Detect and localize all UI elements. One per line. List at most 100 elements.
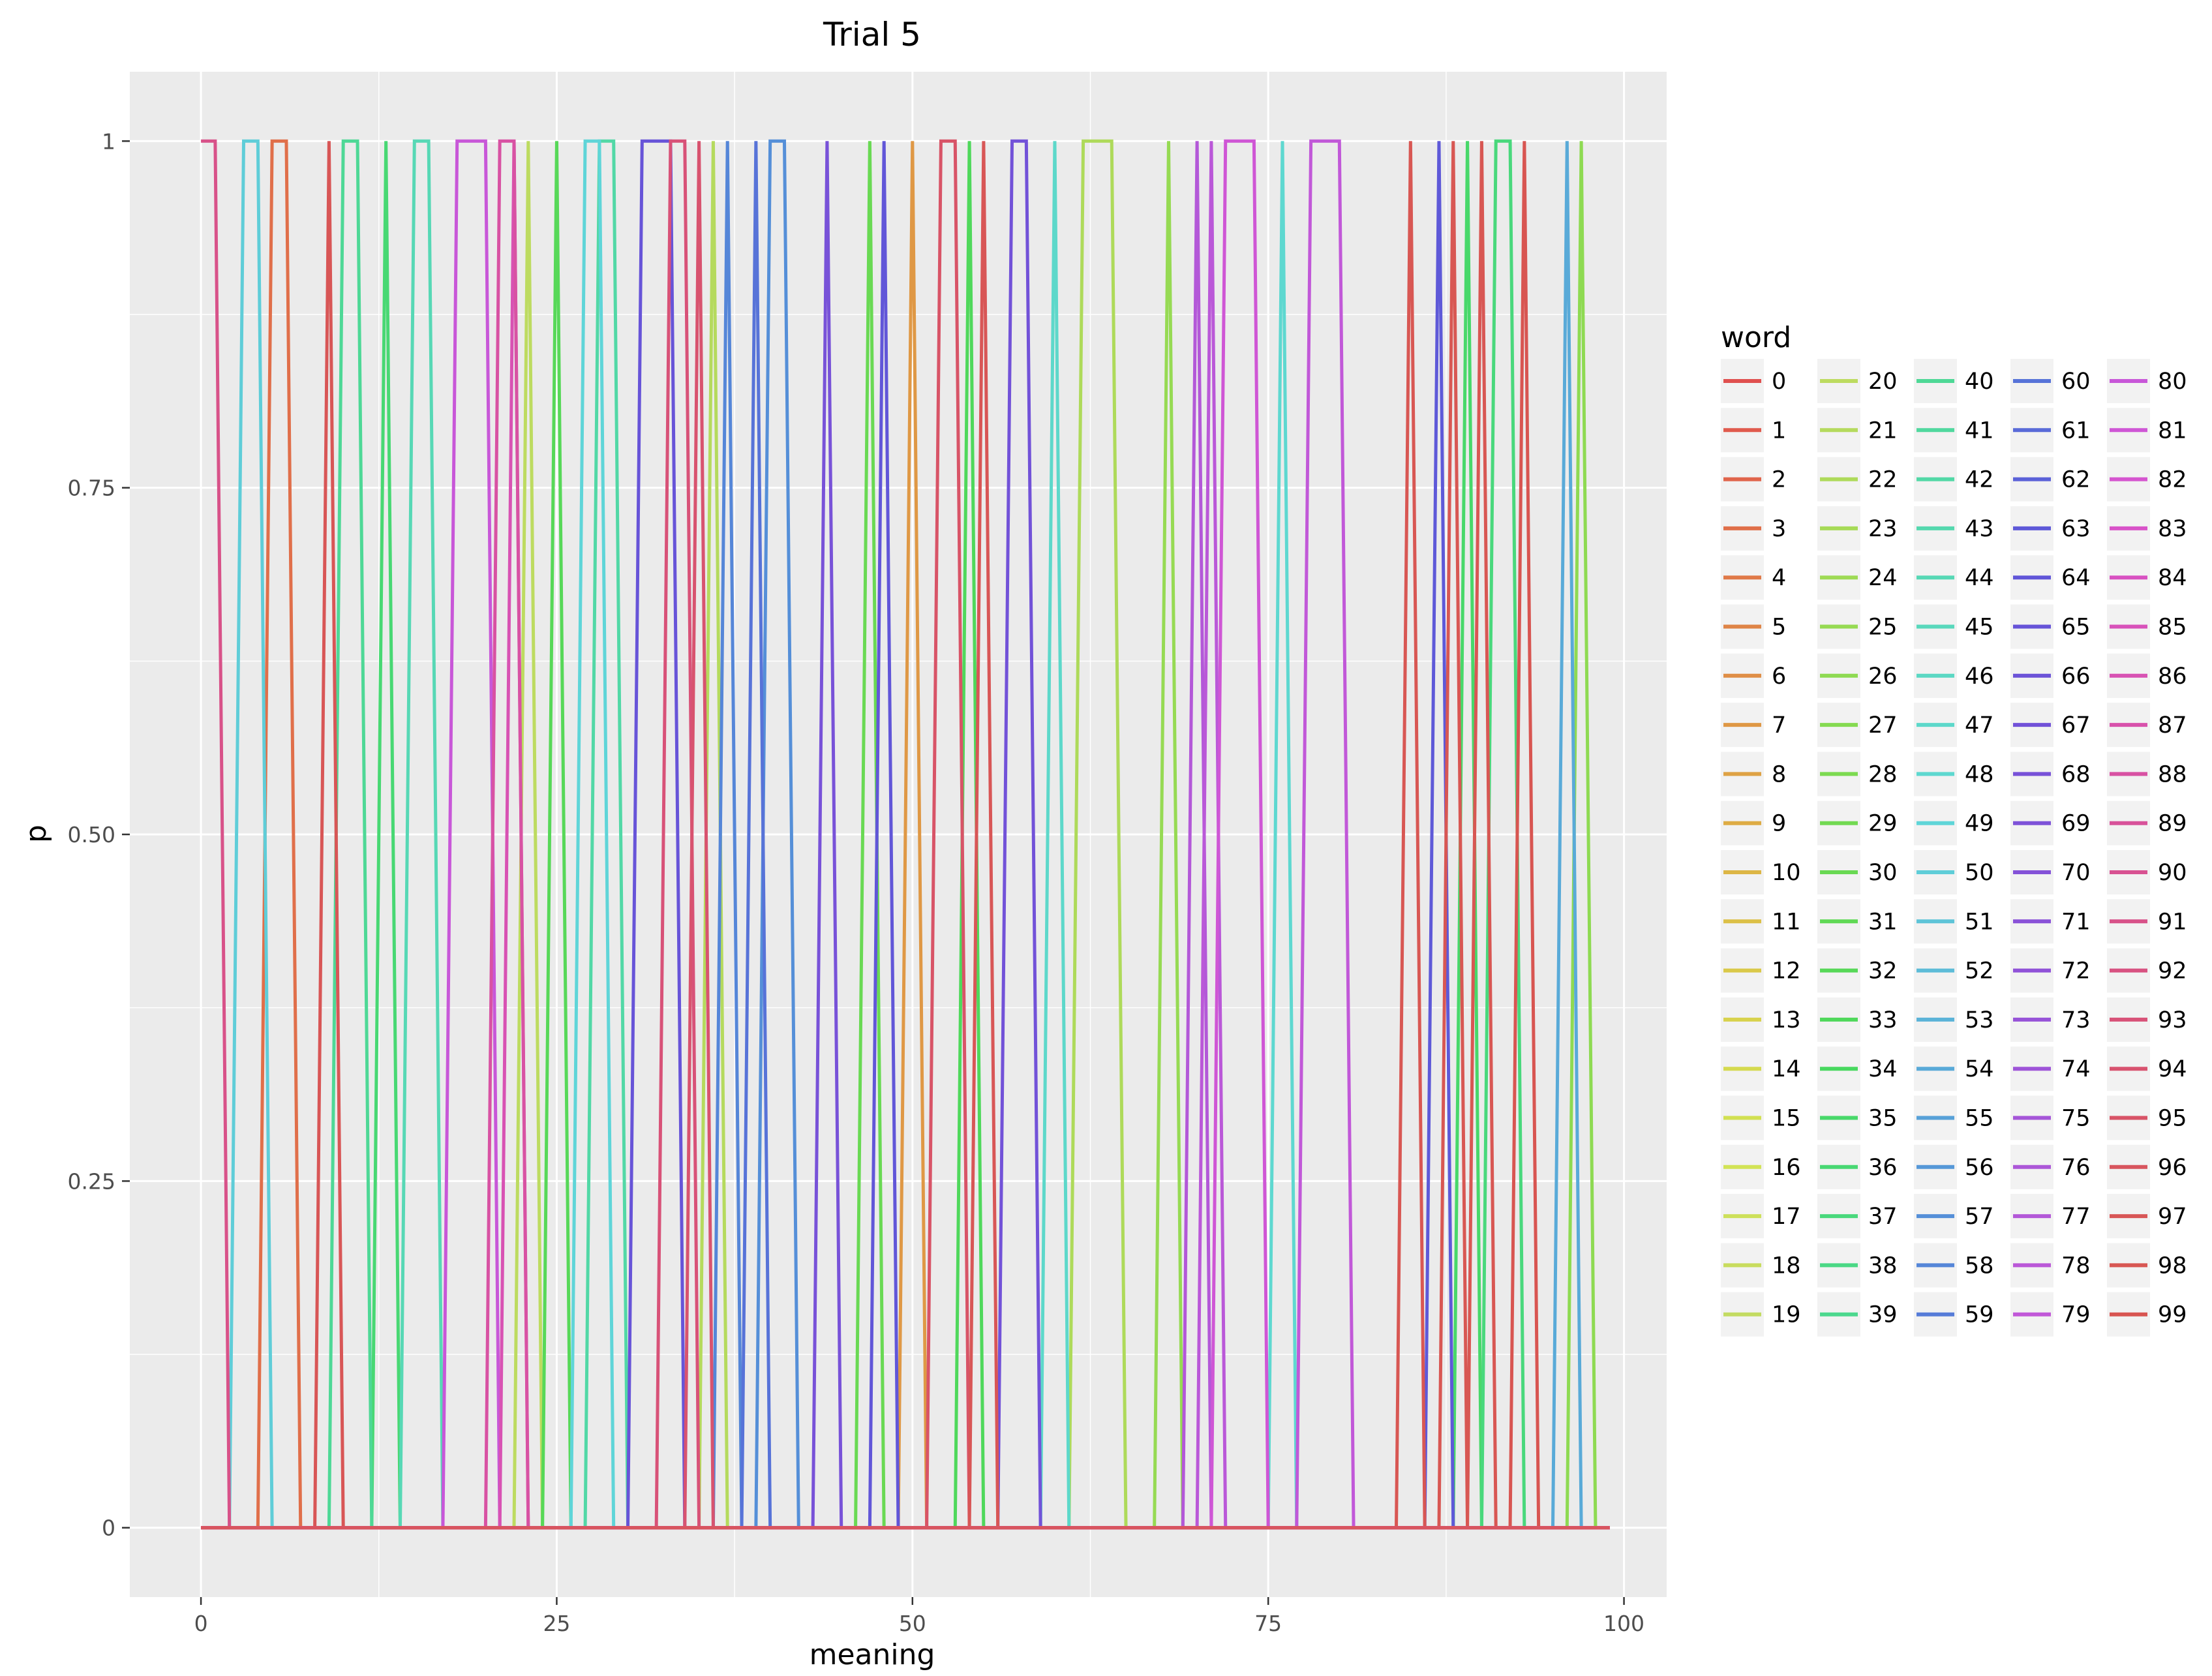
legend-label: 36: [1868, 1155, 1898, 1181]
y-tick-label: 0.50: [68, 822, 115, 847]
legend-item: 38: [1817, 1243, 1898, 1288]
legend-item: 87: [2107, 703, 2187, 748]
legend-item: 53: [1914, 997, 1994, 1042]
legend-item: 45: [1914, 604, 1994, 649]
legend-label: 79: [2061, 1302, 2091, 1328]
legend-label: 43: [1965, 516, 1994, 542]
legend-item: 68: [2010, 752, 2091, 797]
legend-item: 26: [1817, 653, 1898, 698]
legend-item: 70: [2010, 850, 2091, 894]
legend-item: 49: [1914, 800, 1994, 846]
legend-item: 41: [1914, 408, 1994, 453]
legend-item: 99: [2107, 1292, 2187, 1337]
legend-item: 67: [2010, 703, 2091, 748]
legend-item: 42: [1914, 457, 1994, 502]
legend-item: 81: [2107, 408, 2187, 453]
legend-label: 81: [2158, 418, 2187, 444]
y-axis-title: p: [20, 825, 53, 843]
legend-label: 99: [2158, 1302, 2187, 1328]
legend-label: 83: [2158, 516, 2187, 542]
legend-item: 15: [1721, 1095, 1801, 1140]
legend-item: 73: [2010, 997, 2091, 1042]
legend-label: 58: [1965, 1253, 1994, 1279]
x-axis-title: meaning: [810, 1638, 935, 1671]
legend-label: 86: [2158, 663, 2187, 690]
legend-label: 64: [2061, 565, 2091, 591]
legend-label: 19: [1772, 1302, 1801, 1328]
legend-item: 89: [2107, 800, 2187, 846]
legend-item: 79: [2010, 1292, 2091, 1337]
legend-item: 47: [1914, 703, 1994, 748]
legend-item: 43: [1914, 506, 1994, 551]
legend-item: 56: [1914, 1144, 1994, 1189]
y-tick-label: 0: [102, 1516, 115, 1541]
legend-item: 20: [1817, 359, 1898, 403]
legend-label: 53: [1965, 1007, 1994, 1033]
legend-label: 28: [1868, 761, 1898, 787]
legend-label: 41: [1965, 418, 1994, 444]
legend-item: 44: [1914, 555, 1994, 600]
legend-item: 9: [1721, 800, 1786, 846]
legend-label: 11: [1772, 909, 1801, 935]
legend-label: 55: [1965, 1106, 1994, 1132]
legend-item: 55: [1914, 1095, 1994, 1140]
legend-item: 28: [1817, 752, 1898, 797]
legend-label: 47: [1965, 712, 1994, 739]
legend-label: 5: [1772, 615, 1786, 641]
legend-item: 98: [2107, 1243, 2187, 1288]
legend-item: 4: [1721, 555, 1786, 600]
legend-label: 93: [2158, 1007, 2187, 1033]
legend-label: 1: [1772, 418, 1786, 444]
legend-item: 62: [2010, 457, 2091, 502]
legend-label: 54: [1965, 1056, 1994, 1082]
legend-label: 33: [1868, 1007, 1898, 1033]
legend-item: 6: [1721, 653, 1786, 698]
legend-label: 22: [1868, 467, 1898, 493]
legend-item: 3: [1721, 506, 1786, 551]
legend-label: 89: [2158, 811, 2187, 837]
legend-item: 76: [2010, 1144, 2091, 1189]
legend-item: 0: [1721, 359, 1786, 403]
legend-label: 38: [1868, 1253, 1898, 1279]
x-tick-label: 100: [1603, 1611, 1644, 1636]
legend-label: 88: [2158, 761, 2187, 787]
legend-item: 39: [1817, 1292, 1898, 1337]
legend-item: 17: [1721, 1194, 1801, 1239]
legend-item: 54: [1914, 1046, 1994, 1091]
legend-label: 39: [1868, 1302, 1898, 1328]
legend-item: 11: [1721, 899, 1801, 944]
legend-label: 65: [2061, 615, 2091, 641]
legend-label: 16: [1772, 1155, 1801, 1181]
legend-item: 2: [1721, 457, 1786, 502]
legend-label: 52: [1965, 958, 1994, 984]
legend-item: 77: [2010, 1194, 2091, 1239]
legend-item: 85: [2107, 604, 2187, 649]
legend-label: 90: [2158, 860, 2187, 886]
legend-item: 37: [1817, 1194, 1898, 1239]
legend-label: 7: [1772, 712, 1786, 739]
legend-label: 49: [1965, 811, 1994, 837]
legend-item: 61: [2010, 408, 2091, 453]
legend-label: 61: [2061, 418, 2091, 444]
legend-label: 32: [1868, 958, 1898, 984]
legend-item: 5: [1721, 604, 1786, 649]
legend-label: 94: [2158, 1056, 2187, 1082]
legend-label: 71: [2061, 909, 2091, 935]
legend-label: 35: [1868, 1106, 1898, 1132]
legend-item: 24: [1817, 555, 1898, 600]
legend-label: 17: [1772, 1204, 1801, 1230]
legend-item: 48: [1914, 752, 1994, 797]
x-tick-label: 25: [543, 1611, 570, 1636]
legend-item: 91: [2107, 899, 2187, 944]
legend-label: 97: [2158, 1204, 2187, 1230]
legend-label: 82: [2158, 467, 2187, 493]
legend-label: 40: [1965, 369, 1994, 395]
legend-item: 19: [1721, 1292, 1801, 1337]
legend-label: 59: [1965, 1302, 1994, 1328]
legend-item: 94: [2107, 1046, 2187, 1091]
legend-item: 40: [1914, 359, 1994, 403]
legend-item: 30: [1817, 850, 1898, 894]
legend-label: 56: [1965, 1155, 1994, 1181]
legend-item: 32: [1817, 948, 1898, 993]
legend-item: 82: [2107, 457, 2187, 502]
